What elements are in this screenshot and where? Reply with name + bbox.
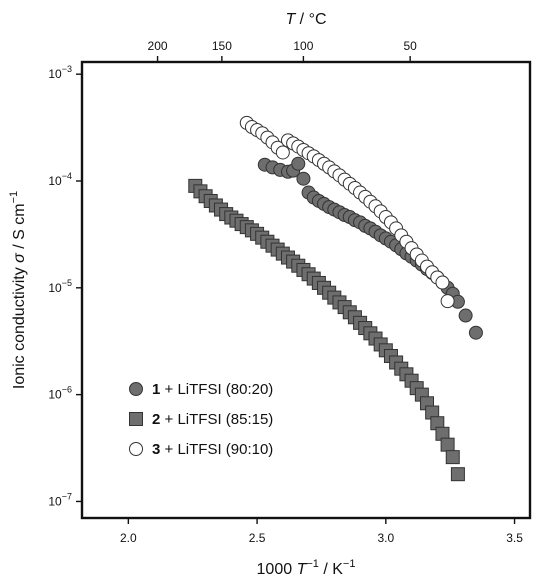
data-point [445, 450, 460, 465]
x-tick-label: 2.5 [249, 531, 266, 545]
top-tick-label: 200 [148, 39, 168, 53]
legend-marker [129, 382, 143, 396]
top-tick-label: 100 [293, 39, 313, 53]
legend-label: 3 + LiTFSI (90:10) [152, 441, 273, 458]
y-tick-label: 10−4 [48, 171, 72, 188]
data-point [275, 145, 290, 160]
legend-item-3: 3 + LiTFSI (90:10) [129, 441, 273, 458]
series-2 [188, 178, 465, 482]
legend-marker [129, 412, 143, 426]
top-tick-label: 50 [403, 39, 417, 53]
legend-item-2: 2 + LiTFSI (85:15) [129, 411, 273, 428]
plot-frame [80, 60, 532, 520]
data-point [440, 437, 455, 452]
data-point [296, 171, 311, 186]
data-point [291, 156, 306, 171]
top-axis-title: T / °C [285, 11, 326, 28]
legend-item-1: 1 + LiTFSI (80:20) [129, 381, 273, 398]
top-tick-label: 150 [212, 39, 232, 53]
axis-ticks: 2.0 2.5 3.0 3.5 200 150 100 50 10−7 10−6 10−5 10−4 1… [48, 39, 523, 545]
data-point [435, 275, 450, 290]
x-axis-title: 1000 T−1 / K−1 [257, 558, 356, 578]
legend-label: 1 + LiTFSI (80:20) [152, 381, 273, 398]
data-point [458, 308, 473, 323]
y-tick-label: 10−7 [48, 491, 72, 508]
y-tick-label: 10−3 [48, 64, 72, 81]
data-point [450, 467, 465, 482]
x-tick-label: 3.0 [377, 531, 394, 545]
axis-titles: 1000 T−1 / K−1 T / °C Ionic conductivity σ… [8, 11, 355, 578]
y-tick-label: 10−5 [48, 278, 72, 295]
legend-label: 2 + LiTFSI (85:15) [152, 411, 273, 428]
series-3 [239, 115, 455, 309]
series-1 [257, 156, 483, 340]
x-tick-label: 2.0 [120, 531, 137, 545]
legend-marker [129, 442, 143, 456]
data-series [188, 115, 483, 482]
data-point [468, 325, 483, 340]
data-point [440, 294, 455, 309]
x-tick-label: 3.5 [506, 531, 523, 545]
y-axis-title: Ionic conductivity σ / S cm−1 [8, 191, 28, 389]
y-tick-label: 10−6 [48, 385, 72, 402]
legend: 1 + LiTFSI (80:20) 2 + LiTFSI (85:15) 3 + … [129, 381, 273, 458]
